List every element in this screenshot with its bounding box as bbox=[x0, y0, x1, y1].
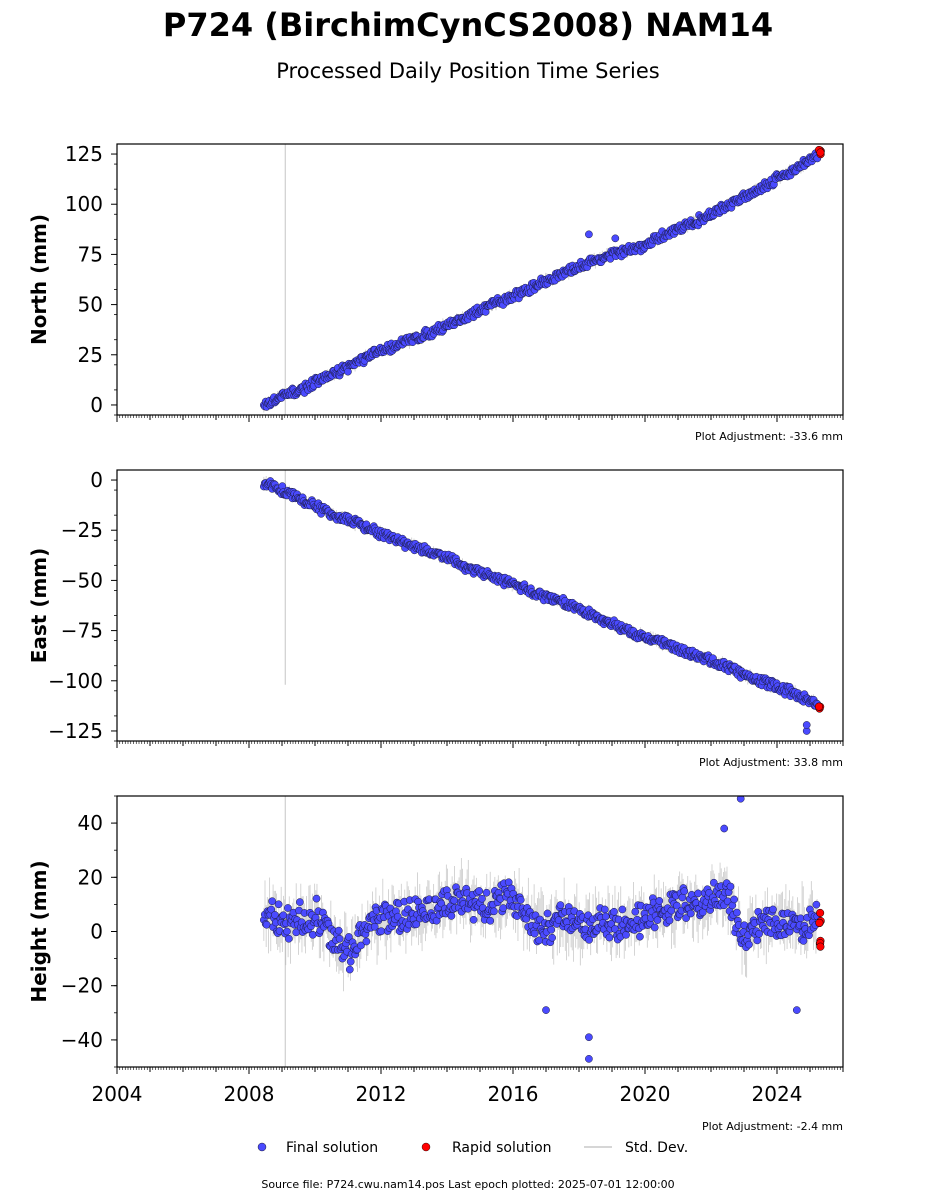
north-ytick-label: 75 bbox=[78, 242, 103, 266]
legend-final-marker bbox=[257, 1142, 267, 1152]
east-plot-adjustment: Plot Adjustment: 33.8 mm bbox=[699, 756, 843, 769]
east-final-points bbox=[260, 477, 822, 735]
east-ytick-label: −125 bbox=[48, 719, 103, 743]
height-outlier-point bbox=[720, 824, 729, 833]
north-ytick-label: 50 bbox=[78, 293, 103, 317]
legend-final-label: Final solution bbox=[286, 1140, 378, 1156]
east-ytick-label: −50 bbox=[61, 568, 103, 592]
east-ytick-label: 0 bbox=[90, 468, 103, 492]
xtick-label: 2016 bbox=[488, 1082, 539, 1106]
east-ytick-label: −75 bbox=[61, 619, 103, 643]
height-outlier-point bbox=[736, 796, 745, 803]
height-plot-area bbox=[260, 796, 825, 1067]
legend: Final solution Rapid solution Std. Dev. bbox=[257, 1140, 688, 1156]
north-panel: 0 25 50 75 100 125 North (mm) Plot Adjustment: … bbox=[27, 142, 844, 443]
xtick-label: 2024 bbox=[752, 1082, 803, 1106]
east-axes-frame bbox=[116, 469, 844, 742]
height-ytick-label: −20 bbox=[61, 974, 103, 998]
source-footer: Source file: P724.cwu.nam14.pos Last epo… bbox=[261, 1178, 674, 1191]
xtick-label: 2008 bbox=[224, 1082, 275, 1106]
figure-subtitle: Processed Daily Position Time Series bbox=[276, 59, 660, 83]
east-ytick-label: −25 bbox=[61, 518, 103, 542]
north-ytick-label: 25 bbox=[78, 343, 103, 367]
legend-rapid-label: Rapid solution bbox=[452, 1140, 552, 1156]
xtick-label: 2020 bbox=[620, 1082, 671, 1106]
east-ylabel: East (mm) bbox=[27, 548, 51, 664]
north-plot-adjustment: Plot Adjustment: -33.6 mm bbox=[695, 430, 843, 443]
east-ytick-label: −100 bbox=[48, 669, 103, 693]
xtick-label: 2004 bbox=[92, 1082, 143, 1106]
east-rapid-points bbox=[814, 702, 825, 713]
height-ytick-label: −40 bbox=[61, 1028, 103, 1052]
height-outlier-point bbox=[585, 1055, 593, 1063]
north-ylabel: North (mm) bbox=[27, 214, 51, 345]
north-plot-area bbox=[260, 144, 825, 415]
height-ytick-label: 20 bbox=[78, 865, 103, 889]
north-ytick-label: 125 bbox=[65, 142, 103, 166]
north-rapid-points bbox=[814, 145, 825, 159]
height-outlier-point bbox=[585, 1033, 593, 1042]
east-plot-area bbox=[260, 470, 825, 735]
east-panel: 0 −25 −50 −75 −100 −125 East (mm) Plot Adjustme… bbox=[27, 468, 844, 769]
legend-std-label: Std. Dev. bbox=[625, 1140, 688, 1156]
height-rapid-points bbox=[815, 908, 825, 951]
north-outlier-point bbox=[585, 230, 593, 239]
east-outlier-point bbox=[802, 721, 811, 729]
height-panel: 40 20 0 −20 −40 2004 2008 2012 2016 2020 2024 Heigh… bbox=[27, 795, 844, 1133]
height-plot-adjustment: Plot Adjustment: -2.4 mm bbox=[702, 1120, 843, 1133]
height-outlier-point bbox=[792, 1006, 801, 1014]
legend-rapid-marker bbox=[421, 1142, 431, 1152]
xtick-label: 2012 bbox=[356, 1082, 407, 1106]
north-ytick-label: 0 bbox=[90, 393, 103, 417]
figure-title: P724 (BirchimCynCS2008) NAM14 bbox=[163, 6, 773, 44]
height-final-points bbox=[260, 796, 822, 1063]
height-ylabel: Height (mm) bbox=[27, 860, 51, 1002]
height-ytick-label: 0 bbox=[90, 920, 103, 944]
height-outlier-point bbox=[542, 1006, 550, 1014]
north-outlier-point bbox=[611, 234, 620, 243]
north-ytick-label: 100 bbox=[65, 192, 103, 216]
north-axes-frame bbox=[116, 143, 844, 416]
height-ytick-label: 40 bbox=[78, 811, 103, 835]
north-final-points bbox=[260, 149, 822, 411]
